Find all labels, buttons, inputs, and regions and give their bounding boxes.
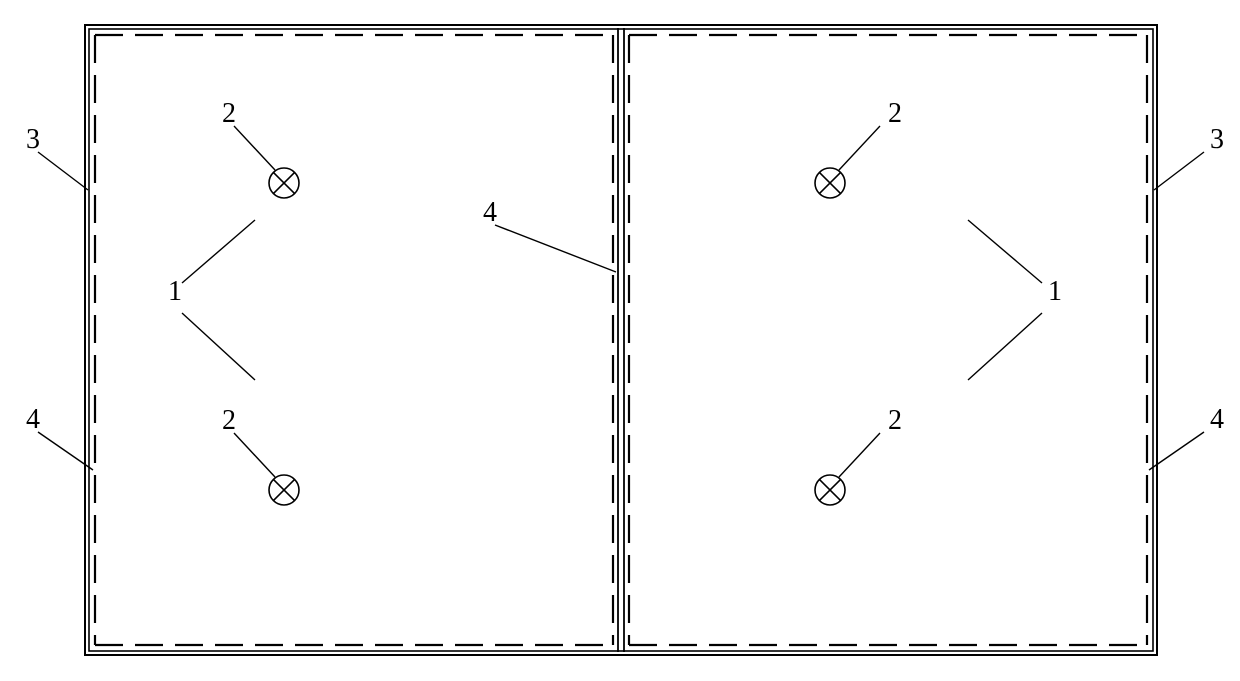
marker-circle-3 (815, 475, 845, 505)
callout-label-4-10: 4 (26, 404, 40, 435)
leader-line-0 (234, 126, 275, 170)
callout-label-2-2: 2 (888, 98, 902, 129)
callout-label-1-4: 1 (168, 276, 182, 307)
callout-label-4-11: 4 (1210, 404, 1224, 435)
callout-label-2-3: 2 (888, 405, 902, 436)
outer-frame-inner (89, 29, 1153, 651)
leader-line-5 (182, 313, 255, 380)
callout-label-2-1: 2 (222, 405, 236, 436)
marker-circle-0 (269, 168, 299, 198)
leader-line-7 (968, 313, 1042, 380)
callout-label-3-8: 3 (26, 124, 40, 155)
callout-label-3-9: 3 (1210, 124, 1224, 155)
callout-label-1-6: 1 (1048, 276, 1062, 307)
leader-line-2 (839, 126, 880, 170)
leader-line-1 (234, 433, 275, 477)
outer-frame-outer (85, 25, 1157, 655)
marker-circle-2 (815, 168, 845, 198)
leader-line-9 (1154, 152, 1204, 190)
leader-line-3 (839, 433, 880, 477)
leader-line-12 (495, 225, 616, 272)
callout-label-2-0: 2 (222, 98, 236, 129)
leader-line-4 (182, 220, 255, 283)
leader-line-8 (38, 152, 88, 190)
marker-circle-1 (269, 475, 299, 505)
leader-line-6 (968, 220, 1042, 283)
callout-label-4-12: 4 (483, 197, 497, 228)
diagram-canvas: 2 2 2 2 1 1 3 3 4 4 4 (0, 0, 1240, 681)
